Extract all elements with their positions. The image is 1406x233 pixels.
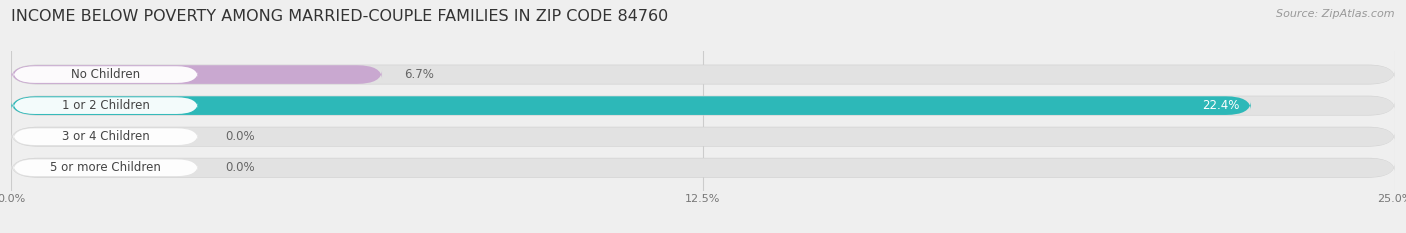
FancyBboxPatch shape <box>14 128 198 145</box>
FancyBboxPatch shape <box>14 66 198 83</box>
FancyBboxPatch shape <box>11 96 1395 115</box>
Text: INCOME BELOW POVERTY AMONG MARRIED-COUPLE FAMILIES IN ZIP CODE 84760: INCOME BELOW POVERTY AMONG MARRIED-COUPL… <box>11 9 668 24</box>
Text: 6.7%: 6.7% <box>404 68 434 81</box>
Text: 1 or 2 Children: 1 or 2 Children <box>62 99 149 112</box>
Text: No Children: No Children <box>72 68 141 81</box>
FancyBboxPatch shape <box>11 96 1395 116</box>
Text: Source: ZipAtlas.com: Source: ZipAtlas.com <box>1277 9 1395 19</box>
FancyBboxPatch shape <box>11 158 1395 177</box>
FancyBboxPatch shape <box>11 96 1251 115</box>
FancyBboxPatch shape <box>11 127 1395 146</box>
Text: 3 or 4 Children: 3 or 4 Children <box>62 130 149 143</box>
Text: 0.0%: 0.0% <box>226 161 256 174</box>
FancyBboxPatch shape <box>14 159 198 176</box>
FancyBboxPatch shape <box>14 97 198 114</box>
FancyBboxPatch shape <box>11 127 1395 147</box>
Text: 22.4%: 22.4% <box>1202 99 1240 112</box>
Text: 5 or more Children: 5 or more Children <box>51 161 162 174</box>
FancyBboxPatch shape <box>11 65 1395 85</box>
FancyBboxPatch shape <box>11 65 382 84</box>
FancyBboxPatch shape <box>11 65 1395 84</box>
Text: 0.0%: 0.0% <box>226 130 256 143</box>
FancyBboxPatch shape <box>11 158 1395 178</box>
